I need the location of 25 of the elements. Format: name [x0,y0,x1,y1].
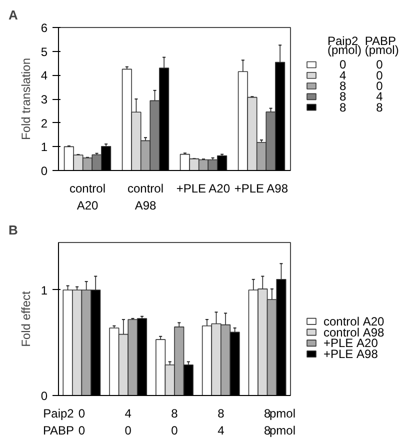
text: pmol pmol [269,406,296,438]
y-tick-label: 0 [40,164,48,178]
text: Paip2 PABP [42,406,74,438]
y-tick-label: 5 [40,44,48,59]
x-tick-label: +PLE A20 [176,182,230,196]
chart-title: A [8,8,18,22]
y-tick-label: 4 [40,68,48,83]
y-axis-title: Fold translation [18,58,33,140]
x-tick-label: 8 8 [264,406,271,438]
x-tick-label: control A98 [127,182,164,212]
x-tick-label: 0 0 [78,406,86,438]
y-axis-title: Fold effect [18,290,33,347]
y-tick-label: 0 [40,389,48,403]
y-tick-label: 6 [40,21,48,35]
x-tick-label: control A20 [69,182,106,212]
x-tick-label: 8 4 [218,406,225,438]
x-tick-label: 4 0 [124,406,132,438]
legend-title: Paip2 PABP (pmol) (pmol) [328,34,399,57]
y-tick-label: 1 [40,140,48,154]
x-tick-label: 8 0 [171,406,178,438]
y-tick-label: 3 [40,92,48,106]
x-tick-label: +PLE A98 [234,182,288,196]
chart-title: B [8,222,18,238]
y-tick-label: 2 [40,116,48,130]
y-tick-label: 1 [40,283,48,298]
